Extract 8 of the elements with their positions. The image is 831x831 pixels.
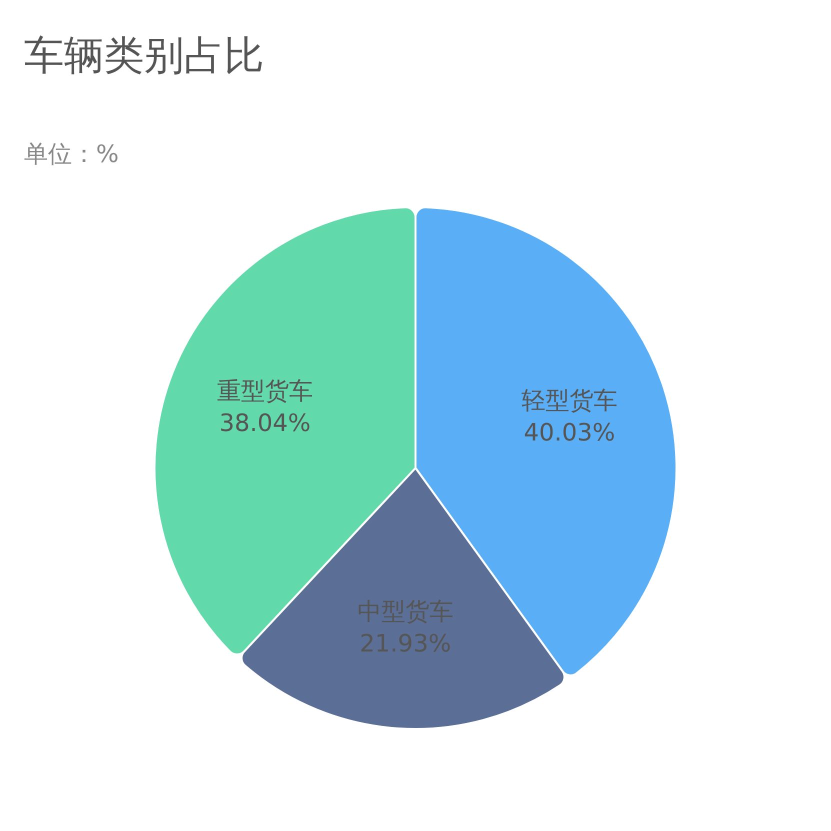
data-label: 21.93%	[360, 630, 452, 658]
data-label: 40.03%	[524, 418, 616, 446]
slice-label: 重型货车	[216, 376, 313, 405]
chart-subtitle: 单位：%	[23, 139, 120, 170]
slice-label: 轻型货车	[521, 386, 618, 414]
data-label: 38.04%	[219, 408, 311, 437]
slice-label: 中型货车	[357, 598, 454, 626]
chart-title: 车辆类别占比	[23, 32, 265, 81]
